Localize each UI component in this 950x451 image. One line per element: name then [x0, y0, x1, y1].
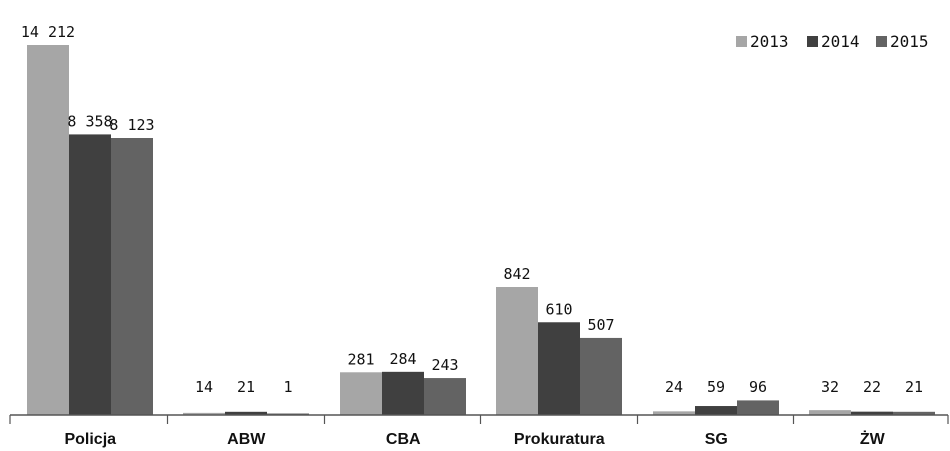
- bar-2015-2: [424, 378, 466, 415]
- value-label: 610: [545, 300, 572, 318]
- bar-2015-3: [580, 337, 622, 415]
- value-label: 14: [195, 378, 213, 396]
- value-label: 21: [237, 378, 255, 396]
- legend: 2013 2014 2015: [736, 32, 929, 51]
- bar-2014-0: [69, 134, 111, 415]
- bar-2013-5: [809, 410, 851, 415]
- bar-2013-1: [183, 412, 225, 415]
- bar-2014-1: [225, 411, 267, 415]
- bar-2014-2: [382, 371, 424, 415]
- legend-swatch: [736, 36, 747, 47]
- legend-swatch: [876, 36, 887, 47]
- category-label: Prokuratura: [514, 431, 605, 448]
- value-label: 842: [503, 265, 530, 283]
- value-label: 59: [707, 378, 725, 396]
- legend-label: 2013: [750, 32, 789, 51]
- bar-2015-4: [737, 400, 779, 415]
- category-label: Policja: [64, 431, 116, 448]
- value-label: 284: [389, 350, 416, 368]
- legend-label: 2014: [821, 32, 860, 51]
- legend-swatch: [807, 36, 818, 47]
- bar-2013-2: [340, 372, 382, 415]
- value-label: 507: [587, 316, 614, 334]
- value-label: 8 358: [67, 112, 112, 130]
- category-label: ABW: [227, 431, 266, 448]
- bar-2014-5: [851, 411, 893, 415]
- value-label: 32: [821, 378, 839, 396]
- bar-2015-5: [893, 411, 935, 415]
- value-label: 8 123: [109, 116, 154, 134]
- category-label: CBA: [386, 431, 421, 448]
- bar-2014-3: [538, 322, 580, 415]
- value-label: 22: [863, 378, 881, 396]
- bar-2013-4: [653, 411, 695, 415]
- bars-layer: [27, 45, 935, 415]
- value-label: 24: [665, 378, 683, 396]
- value-label: 1: [283, 378, 292, 396]
- bar-2013-3: [496, 287, 538, 415]
- value-label: 21: [905, 378, 923, 396]
- bar-2015-0: [111, 138, 153, 415]
- value-label: 96: [749, 378, 767, 396]
- bar-2013-0: [27, 45, 69, 415]
- category-label: SG: [705, 431, 728, 448]
- value-label: 281: [347, 350, 374, 368]
- x-axis-ticks: [9, 415, 949, 424]
- value-label: 14 212: [21, 23, 75, 41]
- bar-2014-4: [695, 406, 737, 415]
- category-labels-layer: Policja ABW CBA Prokuratura SG ŻW: [64, 430, 885, 448]
- value-label: 243: [431, 356, 458, 374]
- legend-label: 2015: [890, 32, 929, 51]
- category-label: ŻW: [860, 430, 886, 448]
